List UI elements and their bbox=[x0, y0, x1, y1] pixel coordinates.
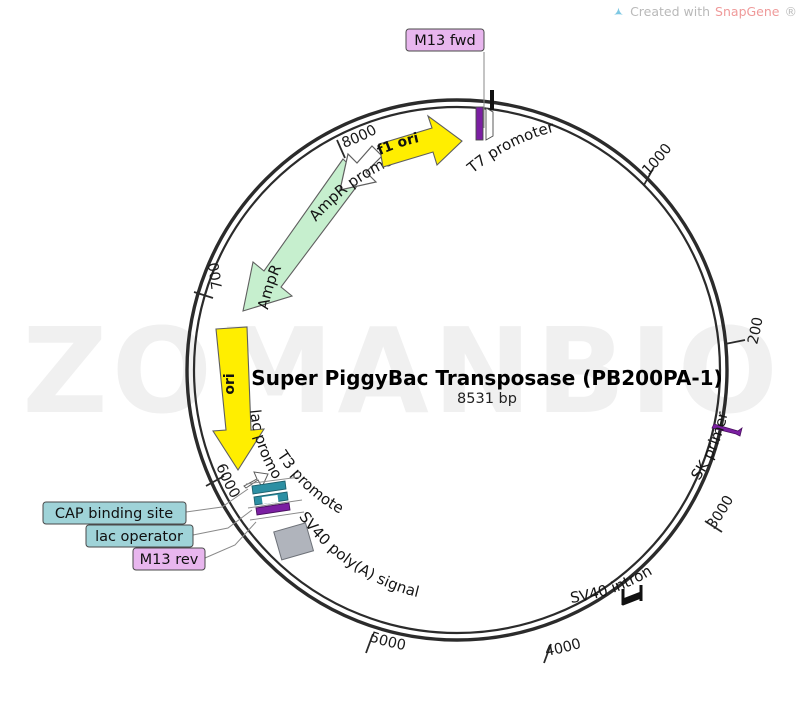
snapgene-logo-icon bbox=[614, 7, 624, 15]
sv40-polya-glyph bbox=[273, 522, 315, 561]
credit-snapgene: SnapGene bbox=[715, 4, 780, 19]
svg-text:7000: 7000 bbox=[0, 0, 226, 290]
svg-text:1000: 1000 bbox=[639, 141, 675, 179]
plasmid-size: 8531 bp bbox=[457, 391, 517, 407]
callout-box-cap-binding-site[interactable] bbox=[42, 501, 187, 525]
cap-binding-site-glyph[interactable] bbox=[251, 480, 287, 495]
snapgene-credit: Created with SnapGene ® bbox=[612, 4, 797, 19]
credit-prefix: Created with bbox=[630, 4, 711, 19]
page-title: Super PiggyBac Transposase (PB200PA-1) bbox=[251, 366, 722, 390]
feature-t7-promoter[interactable]: T7 promoter bbox=[463, 90, 557, 177]
feature-ori[interactable]: ori bbox=[212, 326, 266, 472]
svg-text:4000: 4000 bbox=[544, 636, 583, 660]
callout-box-m13-fwd[interactable] bbox=[405, 28, 485, 52]
callout-label-cap-binding-site: CAP binding site bbox=[55, 506, 173, 522]
feature-sv40-intron[interactable]: SV40 intron bbox=[569, 562, 655, 607]
feature-ampr[interactable]: AmpR bbox=[242, 158, 364, 312]
callout-label-m13-fwd: M13 fwd bbox=[414, 33, 475, 49]
feature-label-sv40-polya-signal: SV40 poly(A) signal bbox=[295, 508, 421, 601]
feature-f1-ori[interactable]: f1 ori bbox=[375, 114, 463, 168]
callout-label-lac-operator: lac operator bbox=[95, 529, 183, 545]
callout-lac-operator[interactable]: lac operator bbox=[85, 509, 253, 548]
t7-promoter-glyph bbox=[475, 106, 484, 141]
svg-text:3000: 3000 bbox=[704, 493, 737, 532]
callout-box-m13-rev[interactable] bbox=[132, 547, 206, 571]
background-watermark: ZOMANBIO bbox=[22, 302, 782, 440]
credit-registered-mark: ® bbox=[784, 4, 798, 19]
m13-rev-glyph[interactable] bbox=[255, 502, 291, 516]
tick-label: 1000 bbox=[639, 141, 675, 179]
sv40-intron-glyph bbox=[621, 585, 643, 606]
sk-primer-glyph bbox=[711, 423, 743, 437]
feature-label-ori: ori bbox=[222, 373, 238, 394]
tick-label: 3000 bbox=[704, 493, 737, 532]
svg-text:SV40 poly(A) signal: SV40 poly(A) signal bbox=[295, 508, 421, 601]
plasmid-backbone bbox=[185, 98, 729, 642]
tick-label: 4000 bbox=[544, 636, 583, 660]
feature-cluster-lac-region[interactable] bbox=[245, 476, 305, 521]
callout-m13-fwd[interactable]: M13 fwd bbox=[405, 28, 485, 128]
tick-label: 7000 bbox=[0, 0, 226, 290]
position-ticks bbox=[193, 139, 746, 664]
callout-m13-rev[interactable]: M13 rev bbox=[132, 521, 257, 571]
callout-cap-binding-site[interactable]: CAP binding site bbox=[42, 488, 249, 525]
callout-box-lac-operator[interactable] bbox=[85, 524, 194, 548]
callout-label-m13-rev: M13 rev bbox=[140, 552, 199, 568]
